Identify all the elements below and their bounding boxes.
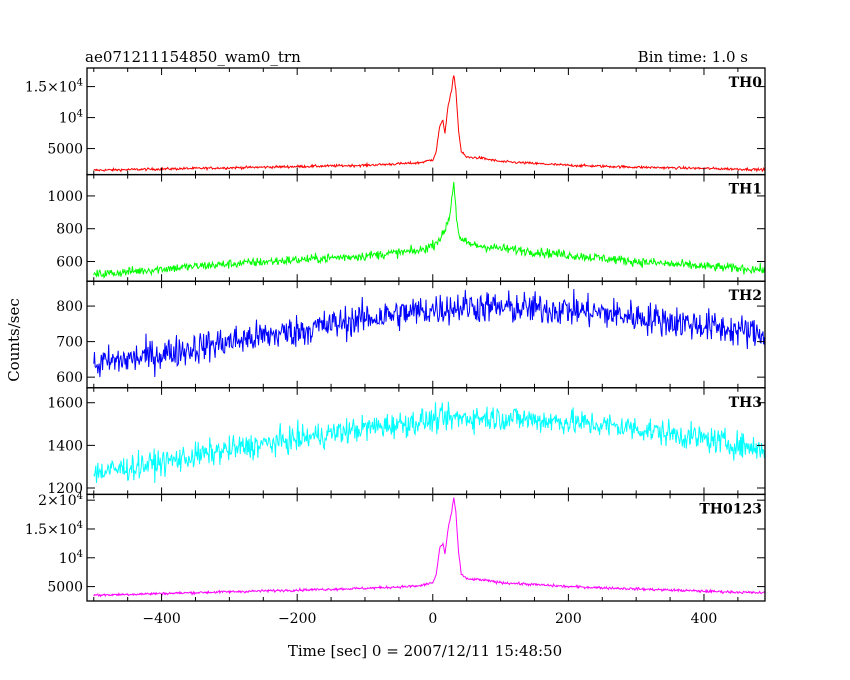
bin-time-label: Bin time: 1.0 s — [638, 48, 748, 66]
y-axis-label: Counts/sec — [5, 298, 23, 382]
panel-name-label: TH1 — [729, 182, 762, 198]
x-tick-label: 200 — [555, 611, 582, 627]
y-tick-label: 600 — [56, 370, 83, 386]
panel-frame — [86, 67, 766, 176]
y-tick-label: 600 — [56, 255, 83, 271]
y-tick-label: 700 — [56, 335, 83, 351]
panel-frame — [86, 493, 766, 602]
y-tick-label: 104 — [59, 109, 83, 127]
y-tick-label: 2×104 — [38, 491, 83, 509]
y-tick-label: 1000 — [47, 189, 83, 205]
panels-group: 5000 104 1.5×104 TH0 600 800 1000 TH1 600 700 800 T… — [25, 67, 766, 627]
x-tick-label: 0 — [428, 611, 437, 627]
figure-title: ae071211154850_wam0_trn — [85, 48, 301, 66]
x-tick-label: −400 — [142, 611, 180, 627]
y-tick-label: 800 — [56, 222, 83, 238]
panel-th1: 600 800 1000 TH1 — [47, 173, 766, 282]
series-line-th2 — [93, 288, 766, 378]
panel-th3: 1200 1400 1600 TH3 — [47, 387, 766, 497]
panel-th0123: 5000 104 1.5×104 2×104 TH0123 — [25, 491, 766, 602]
x-tick-label: 400 — [691, 611, 718, 627]
series-line-th3 — [93, 401, 766, 484]
y-tick-label: 5000 — [47, 580, 83, 596]
y-tick-label: 800 — [56, 299, 83, 315]
y-tick-label: 1.5×104 — [25, 520, 83, 538]
x-tick-label: −200 — [278, 611, 316, 627]
y-tick-label: 1200 — [47, 481, 83, 497]
panel-frame — [86, 280, 766, 389]
y-tick-label: 1600 — [47, 396, 83, 412]
y-tick-label: 1400 — [47, 438, 83, 454]
panel-th0: 5000 104 1.5×104 TH0 — [25, 67, 766, 176]
y-tick-label: 5000 — [47, 142, 83, 158]
series-line-th0 — [93, 75, 766, 173]
series-line-th0123 — [93, 497, 766, 598]
series-line-th1 — [93, 181, 766, 279]
x-axis-label: Time [sec] 0 = 2007/12/11 15:48:50 — [288, 642, 562, 660]
panel-th2: 600 700 800 TH2 — [56, 280, 766, 389]
panel-frame — [86, 387, 766, 496]
panel-name-label: TH2 — [729, 288, 762, 304]
y-tick-label: 1.5×104 — [25, 78, 83, 96]
y-tick-label: 104 — [59, 549, 83, 567]
panel-name-label: TH0123 — [699, 501, 762, 517]
panel-name-label: TH0 — [729, 75, 763, 91]
panel-name-label: TH3 — [729, 395, 762, 411]
